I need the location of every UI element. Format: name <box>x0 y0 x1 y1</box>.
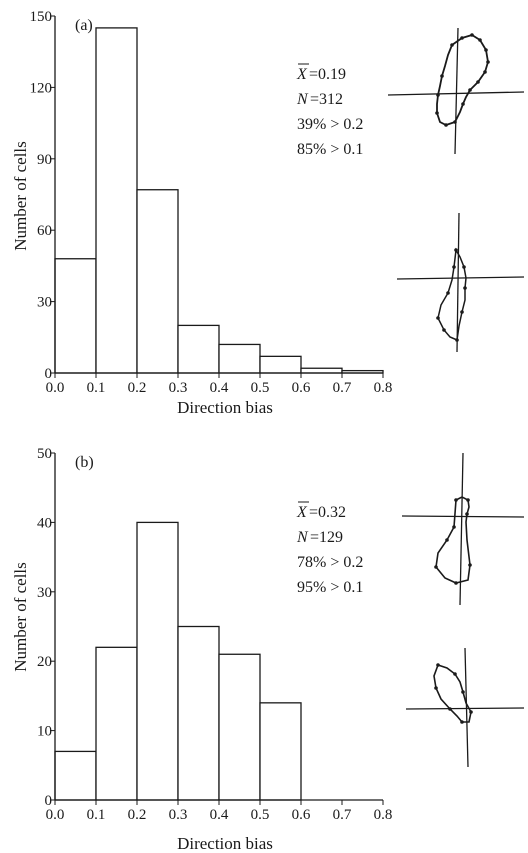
panel-a-x-tick-labels: 0.0 0.1 0.2 0.3 0.4 0.5 0.6 0.7 0.8 <box>46 380 393 396</box>
panel-b-bar-5 <box>259 702 302 801</box>
panel-a-pct-02: 39% > 0.2 <box>297 116 363 133</box>
panel-a-bar-5 <box>259 355 302 374</box>
panel-a-y-tick-label-4: 120 <box>30 80 53 96</box>
panel-a-y-tick-label-0: 0 <box>45 366 53 382</box>
panel-a-bars <box>54 27 384 374</box>
panel-a-y-tick-label-2: 60 <box>37 223 52 239</box>
panel-b-x-tick-labels: 0.0 0.1 0.2 0.3 0.4 0.5 0.6 0.7 0.8 <box>46 807 393 823</box>
panel-a-label: (a) <box>75 17 93 34</box>
panel-b-y-tick-labels: 0 10 20 30 40 50 <box>37 446 52 809</box>
panel-b-mean-value: =0.32 <box>309 504 346 521</box>
panel-b: 0.0 0.1 0.2 0.3 0.4 0.5 0.6 0.7 0.8 01020304050 … <box>11 446 525 853</box>
panel-a-x-tick-label-2: 0.2 <box>128 380 147 396</box>
panel-b-x-tick-label-5: 0.5 <box>251 807 270 823</box>
panel-a-polar-plot-2 <box>396 212 525 353</box>
panel-b-x-tick-label-2: 0.2 <box>128 807 147 823</box>
panel-a-mean-value: =0.19 <box>309 66 346 83</box>
panel-a-bar-6 <box>300 367 343 374</box>
panel-b-bar-3 <box>177 625 220 801</box>
panel-b-x-axis-title: Direction bias <box>177 834 273 853</box>
panel-b-y-axis-title: Number of cells <box>11 562 30 672</box>
panel-b-y-tick-label-3: 30 <box>37 585 52 601</box>
panel-a-polar-plot-1 <box>387 27 525 155</box>
panel-b-stats: X =0.32 N =129 78% > 0.2 95% > 0.1 <box>296 501 363 596</box>
panel-a-n-symbol: N <box>296 91 309 108</box>
panel-a-x-tick-label-0: 0.0 <box>46 380 65 396</box>
panel-b-mean-symbol: X <box>296 504 308 521</box>
panel-b-bars <box>54 521 302 801</box>
panel-a-y-tick-labels: 0 30 60 90 120 150 <box>30 9 53 382</box>
panel-a-bar-1 <box>95 27 138 374</box>
panel-a-x-tick-label-8: 0.8 <box>374 380 393 396</box>
panel-b-x-tick-label-3: 0.3 <box>169 807 188 823</box>
panel-a-y-tick-label-5: 150 <box>30 9 53 25</box>
panel-a-y-axis-title: Number of cells <box>11 141 30 251</box>
panel-a-bar-2 <box>136 189 179 374</box>
panel-b-n-symbol: N <box>296 529 309 546</box>
panel-a-x-tick-label-7: 0.7 <box>333 380 352 396</box>
panel-b-axes <box>50 452 384 805</box>
panel-a-axes <box>50 15 384 378</box>
panel-a-pct-01: 85% > 0.1 <box>297 141 363 158</box>
panel-b-pct-01: 95% > 0.1 <box>297 579 363 596</box>
panel-a: 0.0 0.1 0.2 0.3 0.4 0.5 0.6 0.7 0.8 0 30 60 90 120 15… <box>11 9 525 417</box>
panel-a-x-tick-label-1: 0.1 <box>87 380 106 396</box>
panel-b-x-tick-label-7: 0.7 <box>333 807 352 823</box>
panel-a-x-tick-label-4: 0.4 <box>210 380 229 396</box>
panel-b-y-tick-label-2: 20 <box>37 654 52 670</box>
panel-a-x-tick-label-6: 0.6 <box>292 380 311 396</box>
panel-a-bar-3 <box>177 324 220 374</box>
panel-b-label: (b) <box>75 454 94 471</box>
panel-b-polar-plot-1 <box>401 452 525 606</box>
panel-b-polar-plot-2 <box>405 647 525 768</box>
panel-b-x-tick-label-4: 0.4 <box>210 807 229 823</box>
panel-a-x-axis-title: Direction bias <box>177 398 273 417</box>
panel-b-bar-0 <box>54 750 97 801</box>
panel-b-bar-4 <box>218 653 261 801</box>
panel-a-y-tick-label-1: 30 <box>37 295 52 311</box>
panel-b-y-tick-label-5: 50 <box>37 446 52 462</box>
panel-b-y-tick-label-0: 0 <box>45 793 53 809</box>
panel-b-x-tick-label-6: 0.6 <box>292 807 311 823</box>
panel-b-x-tick-label-8: 0.8 <box>374 807 393 823</box>
panel-a-stats: X =0.19 N =312 39% > 0.2 85% > 0.1 <box>296 63 363 158</box>
panel-b-bar-1 <box>95 646 138 801</box>
panel-a-mean-symbol: X <box>296 66 308 83</box>
panel-b-x-tick-label-1: 0.1 <box>87 807 106 823</box>
panel-b-pct-02: 78% > 0.2 <box>297 554 363 571</box>
panel-b-y-tick-label-1: 10 <box>37 724 52 740</box>
panel-b-x-tick-label-0: 0.0 <box>46 807 65 823</box>
panel-b-bar-2 <box>136 521 179 801</box>
panel-a-n-value: =312 <box>310 91 343 108</box>
panel-a-x-tick-label-5: 0.5 <box>251 380 270 396</box>
panel-a-bar-0 <box>54 258 97 374</box>
panel-a-bar-4 <box>218 343 261 374</box>
panel-a-y-tick-label-3: 90 <box>37 152 52 168</box>
panel-b-y-tick-label-4: 40 <box>37 515 52 531</box>
panel-a-x-tick-label-3: 0.3 <box>169 380 188 396</box>
panel-b-n-value: =129 <box>310 529 343 546</box>
